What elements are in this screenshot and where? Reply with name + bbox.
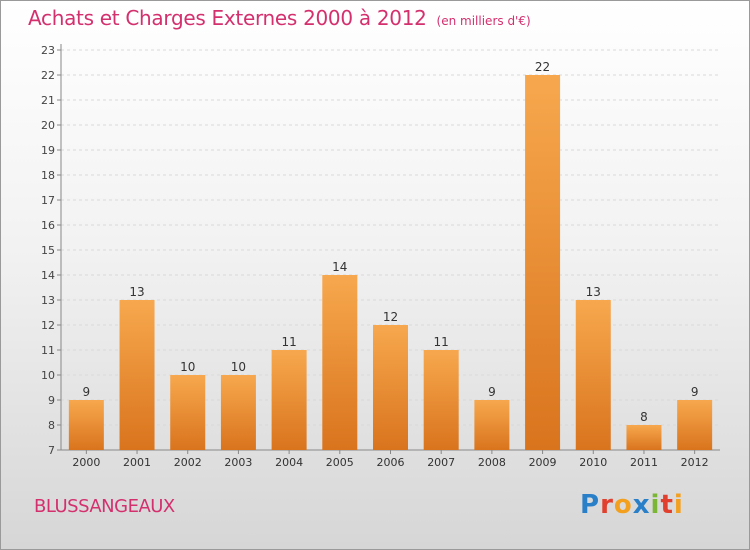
data-label: 13: [586, 285, 601, 299]
data-label: 9: [83, 385, 91, 399]
x-tick-label: 2006: [377, 456, 405, 469]
bar-2007: [423, 350, 459, 450]
x-tick-label: 2000: [72, 456, 100, 469]
bar-2006: [373, 325, 408, 450]
y-tick-label: 8: [48, 419, 55, 432]
bar-2001: [119, 300, 155, 450]
bar-2002: [170, 375, 206, 450]
bar-2004: [271, 350, 307, 450]
x-tick-label: 2005: [326, 456, 354, 469]
data-label: 10: [180, 360, 195, 374]
bar-2008: [474, 400, 510, 450]
data-label: 14: [332, 260, 347, 274]
y-tick-label: 22: [41, 69, 55, 82]
data-label: 9: [488, 385, 496, 399]
bar-2010: [575, 300, 611, 450]
proxiti-logo: Proxiti: [580, 490, 684, 520]
bar-2005: [322, 275, 358, 450]
x-tick-label: 2012: [681, 456, 709, 469]
y-tick-label: 7: [48, 444, 55, 457]
y-tick-label: 16: [41, 219, 55, 232]
commune-name: BLUSSANGEAUX: [34, 496, 175, 517]
data-label: 8: [640, 410, 648, 424]
bar-2000: [68, 400, 104, 450]
data-label: 10: [231, 360, 246, 374]
y-tick-label: 10: [41, 369, 55, 382]
y-tick-label: 19: [41, 144, 55, 157]
data-label: 9: [691, 385, 699, 399]
chart-title: Achats et Charges Externes 2000 à 2012 (e…: [28, 6, 531, 30]
y-tick-label: 13: [41, 294, 55, 307]
x-tick-label: 2003: [224, 456, 252, 469]
x-tick-label: 2011: [630, 456, 658, 469]
x-tick-label: 2007: [427, 456, 455, 469]
y-tick-label: 9: [48, 394, 55, 407]
x-tick-label: 2002: [174, 456, 202, 469]
x-tick-label: 2001: [123, 456, 151, 469]
y-tick-label: 12: [41, 319, 55, 332]
chart-title-text: Achats et Charges Externes 2000 à 2012: [28, 6, 427, 30]
data-label: 13: [129, 285, 144, 299]
data-label: 22: [535, 60, 550, 74]
data-label: 11: [434, 335, 449, 349]
y-tick-label: 18: [41, 169, 55, 182]
y-tick-label: 14: [41, 269, 55, 282]
bar-2011: [626, 425, 662, 450]
x-tick-label: 2009: [529, 456, 557, 469]
bar-2003: [220, 375, 256, 450]
y-tick-label: 15: [41, 244, 55, 257]
y-tick-label: 21: [41, 94, 55, 107]
x-tick-label: 2010: [579, 456, 607, 469]
y-tick-label: 17: [41, 194, 55, 207]
x-tick-label: 2008: [478, 456, 506, 469]
bar-2012: [677, 400, 713, 450]
bar-2009: [525, 75, 561, 450]
y-tick-label: 20: [41, 119, 55, 132]
x-tick-label: 2004: [275, 456, 303, 469]
data-label: 12: [383, 310, 398, 324]
y-tick-label: 23: [41, 44, 55, 57]
chart-unit-subtitle: (en milliers d'€): [436, 14, 531, 28]
y-tick-label: 11: [41, 344, 55, 357]
data-label: 11: [281, 335, 296, 349]
